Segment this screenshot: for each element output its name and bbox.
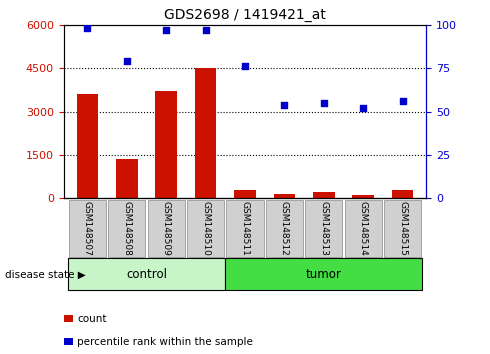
Text: GSM148509: GSM148509 bbox=[162, 201, 171, 256]
Point bbox=[399, 98, 407, 104]
Text: tumor: tumor bbox=[306, 268, 342, 281]
Point bbox=[320, 100, 328, 105]
Bar bbox=[234, 190, 256, 198]
Point bbox=[162, 27, 170, 33]
Bar bbox=[273, 194, 295, 198]
Bar bbox=[313, 193, 335, 198]
Point bbox=[359, 105, 367, 111]
Bar bbox=[392, 190, 414, 198]
Text: GSM148513: GSM148513 bbox=[319, 201, 328, 256]
Text: GSM148507: GSM148507 bbox=[83, 201, 92, 256]
Bar bbox=[155, 91, 177, 198]
Point bbox=[241, 64, 249, 69]
Point bbox=[83, 25, 91, 31]
Text: control: control bbox=[126, 268, 167, 281]
Bar bbox=[195, 68, 217, 198]
Text: disease state ▶: disease state ▶ bbox=[5, 269, 86, 279]
Text: GSM148508: GSM148508 bbox=[122, 201, 131, 256]
Text: percentile rank within the sample: percentile rank within the sample bbox=[77, 337, 253, 347]
Point bbox=[280, 102, 288, 107]
Text: GSM148515: GSM148515 bbox=[398, 201, 407, 256]
Bar bbox=[116, 159, 138, 198]
Bar bbox=[352, 195, 374, 198]
Bar bbox=[76, 94, 98, 198]
Text: GSM148512: GSM148512 bbox=[280, 201, 289, 256]
Text: count: count bbox=[77, 314, 107, 324]
Point bbox=[123, 58, 131, 64]
Text: GSM148511: GSM148511 bbox=[241, 201, 249, 256]
Point bbox=[202, 27, 210, 33]
Title: GDS2698 / 1419421_at: GDS2698 / 1419421_at bbox=[164, 8, 326, 22]
Text: GSM148510: GSM148510 bbox=[201, 201, 210, 256]
Text: GSM148514: GSM148514 bbox=[359, 201, 368, 256]
